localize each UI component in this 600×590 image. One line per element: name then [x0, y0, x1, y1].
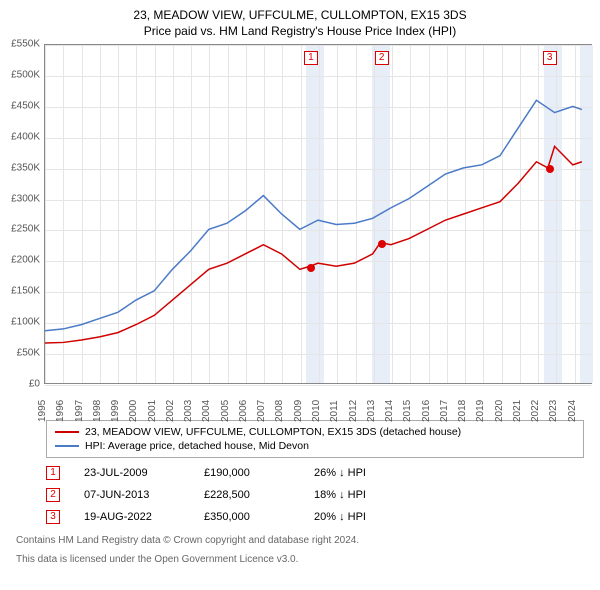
x-tick-label: 2005 — [220, 400, 231, 422]
sale-point — [546, 165, 554, 173]
legend-swatch — [55, 445, 79, 447]
sale-marker: 3 — [543, 51, 557, 65]
event-marker: 1 — [46, 466, 60, 480]
x-tick-label: 1995 — [37, 400, 48, 422]
y-tick-label: £50K — [17, 348, 40, 359]
event-row: 1 23-JUL-2009£190,00026% ↓ HPI — [46, 462, 584, 484]
event-row: 3 19-AUG-2022£350,00020% ↓ HPI — [46, 506, 584, 528]
event-marker: 2 — [46, 488, 60, 502]
event-date: 23-JUL-2009 — [84, 467, 204, 479]
x-tick-label: 2001 — [147, 400, 158, 422]
x-tick-label: 2007 — [256, 400, 267, 422]
y-tick-label: £500K — [11, 69, 40, 80]
event-pct: 18% ↓ HPI — [314, 489, 414, 501]
x-tick-label: 2018 — [457, 400, 468, 422]
events-table: 1 23-JUL-2009£190,00026% ↓ HPI 2 07-JUN-201… — [46, 462, 584, 528]
y-tick-label: £450K — [11, 100, 40, 111]
x-tick-label: 2012 — [348, 400, 359, 422]
event-marker: 3 — [46, 510, 60, 524]
x-tick-label: 2010 — [311, 400, 322, 422]
x-tick-label: 2006 — [238, 400, 249, 422]
x-axis: 1995199619971998199920002001200220032004… — [44, 388, 592, 418]
x-tick-label: 2023 — [548, 400, 559, 422]
event-date: 19-AUG-2022 — [84, 511, 204, 523]
sale-point — [307, 264, 315, 272]
x-tick-label: 2024 — [567, 400, 578, 422]
x-tick-label: 2014 — [384, 400, 395, 422]
x-tick-label: 2009 — [293, 400, 304, 422]
y-tick-label: £250K — [11, 224, 40, 235]
footer-line-1: Contains HM Land Registry data © Crown c… — [16, 534, 584, 547]
y-tick-label: £0 — [29, 379, 40, 390]
sale-point — [378, 240, 386, 248]
legend: 23, MEADOW VIEW, UFFCULME, CULLOMPTON, E… — [46, 420, 584, 458]
x-tick-label: 2021 — [512, 400, 523, 422]
x-tick-label: 1999 — [110, 400, 121, 422]
event-price: £190,000 — [204, 467, 314, 479]
sale-marker: 1 — [304, 51, 318, 65]
chart-subtitle: Price paid vs. HM Land Registry's House … — [8, 24, 592, 38]
x-tick-label: 2002 — [165, 400, 176, 422]
x-tick-label: 1998 — [92, 400, 103, 422]
legend-label: 23, MEADOW VIEW, UFFCULME, CULLOMPTON, E… — [85, 426, 461, 438]
y-tick-label: £150K — [11, 286, 40, 297]
y-tick-label: £300K — [11, 193, 40, 204]
x-tick-label: 2003 — [183, 400, 194, 422]
x-tick-label: 1996 — [55, 400, 66, 422]
x-tick-label: 2019 — [475, 400, 486, 422]
y-tick-label: £100K — [11, 317, 40, 328]
event-pct: 20% ↓ HPI — [314, 511, 414, 523]
y-tick-label: £350K — [11, 162, 40, 173]
event-date: 07-JUN-2013 — [84, 489, 204, 501]
gridline-h — [45, 385, 591, 386]
event-price: £350,000 — [204, 511, 314, 523]
x-tick-label: 2004 — [201, 400, 212, 422]
event-price: £228,500 — [204, 489, 314, 501]
x-tick-label: 2008 — [274, 400, 285, 422]
chart-area: £0£50K£100K£150K£200K£250K£300K£350K£400… — [40, 44, 600, 414]
x-tick-label: 2016 — [421, 400, 432, 422]
footer-line-2: This data is licensed under the Open Gov… — [16, 553, 584, 566]
legend-row: 23, MEADOW VIEW, UFFCULME, CULLOMPTON, E… — [55, 425, 575, 439]
x-tick-label: 2022 — [530, 400, 541, 422]
legend-label: HPI: Average price, detached house, Mid … — [85, 440, 309, 452]
legend-swatch — [55, 431, 79, 433]
x-tick-label: 2020 — [494, 400, 505, 422]
y-tick-label: £550K — [11, 39, 40, 50]
legend-row: HPI: Average price, detached house, Mid … — [55, 439, 575, 453]
y-axis: £0£50K£100K£150K£200K£250K£300K£350K£400… — [4, 44, 44, 384]
x-tick-label: 2015 — [402, 400, 413, 422]
series-property — [45, 146, 582, 343]
event-pct: 26% ↓ HPI — [314, 467, 414, 479]
x-tick-label: 2000 — [128, 400, 139, 422]
plot-area: 1 2 3 — [44, 44, 592, 384]
sale-marker: 2 — [375, 51, 389, 65]
y-tick-label: £200K — [11, 255, 40, 266]
event-row: 2 07-JUN-2013£228,50018% ↓ HPI — [46, 484, 584, 506]
series-hpi — [45, 100, 582, 330]
x-tick-label: 2013 — [366, 400, 377, 422]
x-tick-label: 1997 — [74, 400, 85, 422]
y-tick-label: £400K — [11, 131, 40, 142]
x-tick-label: 2017 — [439, 400, 450, 422]
x-tick-label: 2011 — [329, 400, 340, 422]
chart-title: 23, MEADOW VIEW, UFFCULME, CULLOMPTON, E… — [8, 8, 592, 22]
line-series — [45, 45, 591, 383]
